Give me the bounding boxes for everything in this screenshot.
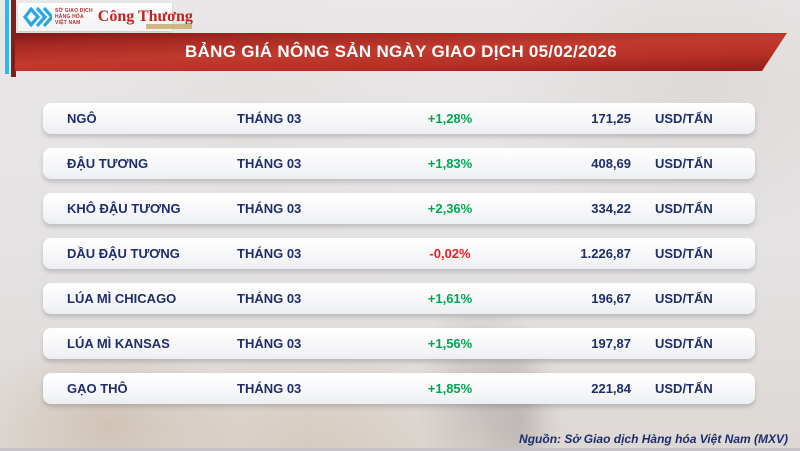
table-row: ĐẬU TƯƠNG THÁNG 03 +1,83% 408,69 USD/TẤN — [43, 148, 755, 179]
change-percent: -0,02% — [429, 246, 471, 261]
price-unit: USD/TẤN — [655, 336, 713, 351]
change-percent: +1,85% — [427, 381, 473, 396]
table-row: GẠO THÔ THÁNG 03 +1,85% 221,84 USD/TẤN — [43, 373, 755, 404]
bottom-edge-line — [0, 448, 800, 451]
price-unit: USD/TẤN — [655, 291, 713, 306]
commodity-name: NGÔ — [67, 111, 97, 126]
congthuong-logo-text: Công Thương — [97, 8, 193, 25]
change-percent: +1,28% — [427, 111, 473, 126]
commodity-name: KHÔ ĐẬU TƯƠNG — [67, 201, 181, 216]
congthuong-logo: Công Thương — [97, 8, 193, 29]
source-credit: Nguồn: Sở Giao dịch Hàng hóa Việt Nam (M… — [519, 432, 788, 446]
table-row: KHÔ ĐẬU TƯƠNG THÁNG 03 +2,36% 334,22 USD… — [43, 193, 755, 224]
commodity-name: ĐẬU TƯƠNG — [67, 156, 149, 171]
price-table: NGÔ THÁNG 03 +1,28% 171,25 USD/TẤN ĐẬU T… — [43, 103, 755, 418]
contract-month: THÁNG 03 — [237, 156, 302, 171]
change-percent: +2,36% — [427, 201, 473, 216]
left-accent-dark-red — [11, 0, 16, 77]
commodity-name: LÚA MÌ KANSAS — [67, 336, 170, 351]
commodity-name: LÚA MÌ CHICAGO — [67, 291, 177, 306]
contract-month: THÁNG 03 — [237, 381, 302, 396]
price-value: 171,25 — [591, 111, 631, 126]
price-value: 196,67 — [591, 291, 631, 306]
contract-month: THÁNG 03 — [237, 336, 302, 351]
table-row: NGÔ THÁNG 03 +1,28% 171,25 USD/TẤN — [43, 103, 755, 134]
mxv-org-line: HÀNG HÓA — [55, 14, 84, 20]
price-value: 197,87 — [591, 336, 631, 351]
price-unit: USD/TẤN — [655, 201, 713, 216]
change-percent: +1,56% — [427, 336, 473, 351]
price-unit: USD/TẤN — [655, 246, 713, 261]
commodity-name: GẠO THÔ — [67, 381, 128, 396]
mxv-org-line: VIỆT NAM — [55, 20, 81, 26]
contract-month: THÁNG 03 — [237, 111, 302, 126]
price-unit: USD/TẤN — [655, 381, 713, 396]
table-row: LÚA MÌ CHICAGO THÁNG 03 +1,61% 196,67 US… — [43, 283, 755, 314]
change-percent: +1,61% — [427, 291, 473, 306]
page-title: BẢNG GIÁ NÔNG SẢN NGÀY GIAO DỊCH 05/02/2… — [184, 42, 618, 61]
contract-month: THÁNG 03 — [237, 246, 302, 261]
price-value: 1.226,87 — [580, 246, 631, 261]
contract-month: THÁNG 03 — [237, 201, 302, 216]
price-value: 334,22 — [591, 201, 631, 216]
price-value: 408,69 — [591, 156, 631, 171]
change-percent: +1,83% — [427, 156, 473, 171]
mxv-logo-icon — [22, 6, 52, 28]
mxv-org-name: SỞ GIAO DỊCH HÀNG HÓA VIỆT NAM — [55, 8, 93, 26]
price-unit: USD/TẤN — [655, 156, 713, 171]
mxv-org-line: SỞ GIAO DỊCH — [55, 8, 93, 14]
contract-month: THÁNG 03 — [237, 291, 302, 306]
commodity-name: DẦU ĐẬU TƯƠNG — [67, 246, 180, 261]
left-accent-cyan — [5, 0, 9, 74]
price-value: 221,84 — [591, 381, 631, 396]
title-banner: BẢNG GIÁ NÔNG SẢN NGÀY GIAO DỊCH 05/02/2… — [15, 33, 787, 71]
congthuong-logo-strip — [145, 24, 192, 29]
table-row: LÚA MÌ KANSAS THÁNG 03 +1,56% 197,87 USD… — [43, 328, 755, 359]
table-row: DẦU ĐẬU TƯƠNG THÁNG 03 -0,02% 1.226,87 U… — [43, 238, 755, 269]
logo-plate: SỞ GIAO DỊCH HÀNG HÓA VIỆT NAM Công Thươ… — [18, 3, 193, 31]
price-unit: USD/TẤN — [655, 111, 713, 126]
